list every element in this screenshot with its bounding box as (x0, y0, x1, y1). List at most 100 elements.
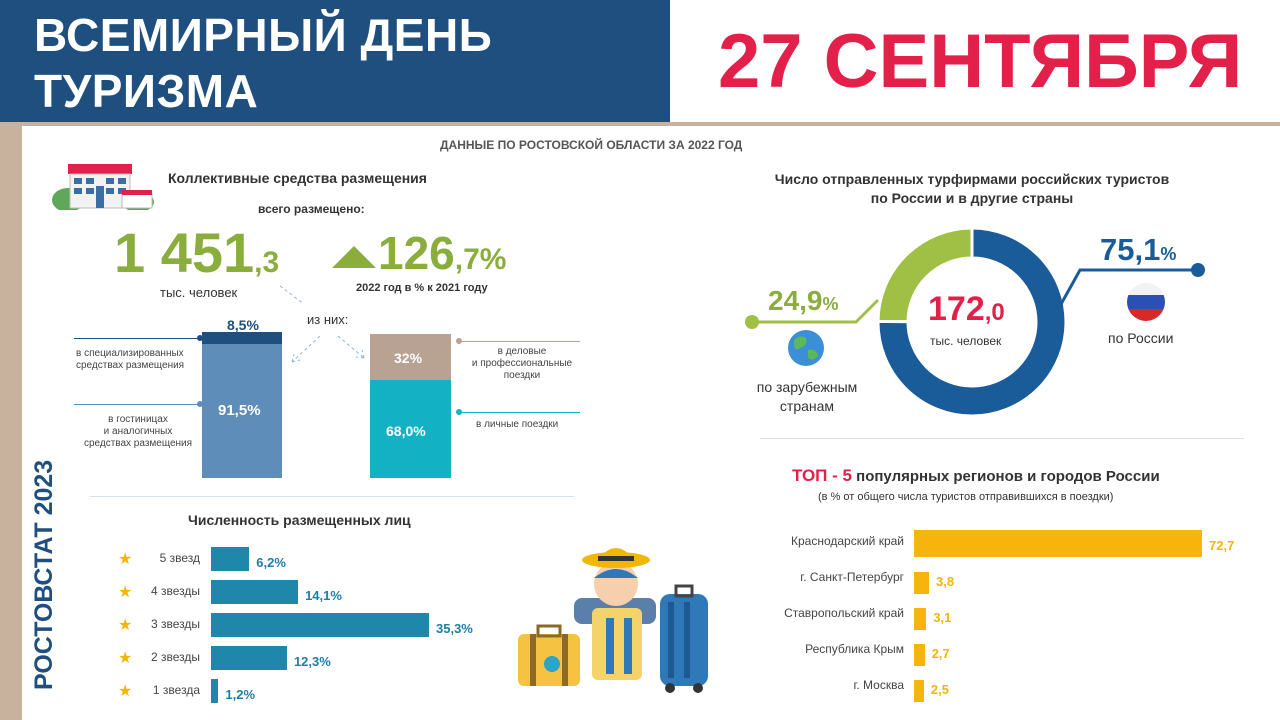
bar-segment-business (370, 334, 451, 381)
section-divider (760, 438, 1244, 439)
donut-slice-abroad (876, 226, 974, 324)
top5-category-label: г. Москва (853, 678, 904, 692)
donut-center-unit: тыс. человек (930, 334, 1002, 348)
top5-value-label: 2,5 (930, 682, 949, 697)
accommodation-title: Коллективные средства размещения (168, 170, 427, 186)
abroad-share-value: 24,9 (768, 285, 823, 316)
abroad-leader-line (745, 298, 880, 329)
section-divider (90, 496, 574, 497)
stacked-bar-accommodation-type (202, 332, 282, 478)
title-line2: ТУРИЗМА (34, 65, 259, 117)
donut-center-value: 172,0 (928, 290, 1005, 329)
top5-category-label: Краснодарский край (790, 534, 904, 548)
growth-int: 126 (378, 227, 455, 279)
star-icon: ★ (118, 683, 133, 700)
growth-up-icon (332, 246, 376, 268)
growth-dec: ,7% (454, 243, 507, 276)
date-title: 27 СЕНТЯБРЯ (718, 19, 1243, 104)
top5-bar (914, 644, 925, 666)
star-icon: ★ (118, 584, 133, 601)
bar1-top-label: 8,5% (227, 317, 259, 333)
leader-dot (197, 401, 203, 407)
page-subtitle: ДАННЫЕ ПО РОСТОВСКОЙ ОБЛАСТИ ЗА 2022 ГОД (440, 138, 743, 152)
top5-category-label: Республика Крым (805, 642, 904, 656)
russia-share-value: 75,1 (1100, 232, 1161, 267)
stars-bar (211, 547, 250, 571)
top5-subtitle: (в % от общего числа туристов отправивши… (818, 491, 1114, 503)
stars-bar (211, 679, 219, 703)
total-unit: тыс. человек (160, 285, 238, 300)
top5-value-label: 3,8 (936, 574, 955, 589)
abroad-share-pct: % (822, 294, 839, 314)
split-arrows (279, 285, 365, 363)
top5-bar (914, 680, 924, 702)
stars-bar (211, 580, 299, 604)
side-label: РОСТОВСТАТ 2023 (30, 459, 58, 690)
growth-note: 2022 год в % к 2021 году (356, 282, 488, 294)
stars-bar (211, 613, 429, 637)
hotel-icon (52, 164, 154, 210)
bar2-top-label: 32% (394, 350, 423, 366)
russia-share-pct: % (1160, 244, 1177, 264)
russia-share: 75,1% (1100, 232, 1176, 268)
leader-dot (456, 409, 462, 415)
russia-flag-icon (1127, 283, 1165, 321)
total-label: всего размещено: (258, 202, 365, 216)
bar2-bottom-label: 68,0% (386, 423, 426, 439)
star-icon: ★ (118, 650, 133, 667)
top5-title-rest: популярных регионов и городов России (851, 468, 1160, 485)
russia-label: по России (1108, 330, 1174, 346)
bar1-legend-bottom: в гостиницах и аналогичных средствах разме… (83, 414, 193, 449)
abroad-label: по зарубежным странам (756, 379, 858, 414)
donut-center-int: 172 (928, 290, 985, 328)
stars-category-label: 4 звезды (150, 584, 200, 598)
stars-value-label: 35,3% (436, 621, 473, 636)
leader-line (74, 404, 200, 405)
stars-category-label: 3 звезды (150, 617, 200, 631)
bar1-bottom-label: 91,5% (218, 402, 261, 419)
russia-leader-line (1060, 263, 1205, 307)
total-int: 1 451 (114, 221, 255, 284)
globe-icon (788, 330, 824, 366)
stars-value-label: 1,2% (225, 687, 256, 702)
top5-value-label: 3,1 (933, 610, 952, 625)
leader-dot (456, 338, 462, 344)
total-dec: ,3 (254, 246, 280, 279)
growth-value: 126,7% (378, 226, 506, 280)
bar-segment-personal (370, 380, 451, 478)
of-them-label: из них: (307, 312, 349, 327)
star-icon: ★ (118, 617, 133, 634)
bar-segment-specialized (202, 332, 282, 345)
donut-center-dec: ,0 (984, 299, 1005, 326)
abroad-share: 24,9% (768, 285, 839, 317)
stars-category-label: 5 звезд (159, 551, 200, 565)
donut-slice-russia (876, 226, 1068, 418)
top5-category-label: г. Санкт-Петербург (800, 570, 904, 584)
top5-title: ТОП - 5 популярных регионов и городов Ро… (792, 466, 1160, 486)
top5-bar (914, 608, 927, 630)
stars-value-label: 14,1% (305, 588, 342, 603)
top5-bar (914, 530, 1202, 557)
top5-bar (914, 572, 930, 594)
bar2-legend-top: в деловые и профессиональные поездки (471, 346, 573, 381)
top5-value-label: 72,7 (1209, 538, 1235, 553)
leader-line (460, 341, 580, 342)
stars-bar (211, 646, 287, 670)
bar2-legend-bottom: в личные поездки (476, 419, 559, 430)
header-banner (0, 0, 670, 122)
leader-line (74, 338, 200, 339)
donut-chart (876, 226, 1068, 418)
bar-segment-hotels (202, 344, 282, 478)
stars-category-label: 1 звезда (152, 683, 200, 697)
top5-title-accent: ТОП - 5 (792, 466, 852, 485)
stars-category-label: 2 звезды (150, 650, 200, 664)
stars-value-label: 12,3% (293, 654, 331, 669)
top5-value-label: 2,7 (931, 646, 950, 661)
star-icon: ★ (118, 551, 133, 568)
date-panel (672, 0, 1280, 122)
total-value: 1 451,3 (114, 220, 279, 285)
title-line1: ВСЕМИРНЫЙ ДЕНЬ (34, 9, 493, 61)
traveler-illustration (518, 548, 708, 693)
stars-value-label: 6,2% (256, 555, 286, 570)
donut-title: Число отправленных турфирмами российских… (774, 171, 1170, 206)
